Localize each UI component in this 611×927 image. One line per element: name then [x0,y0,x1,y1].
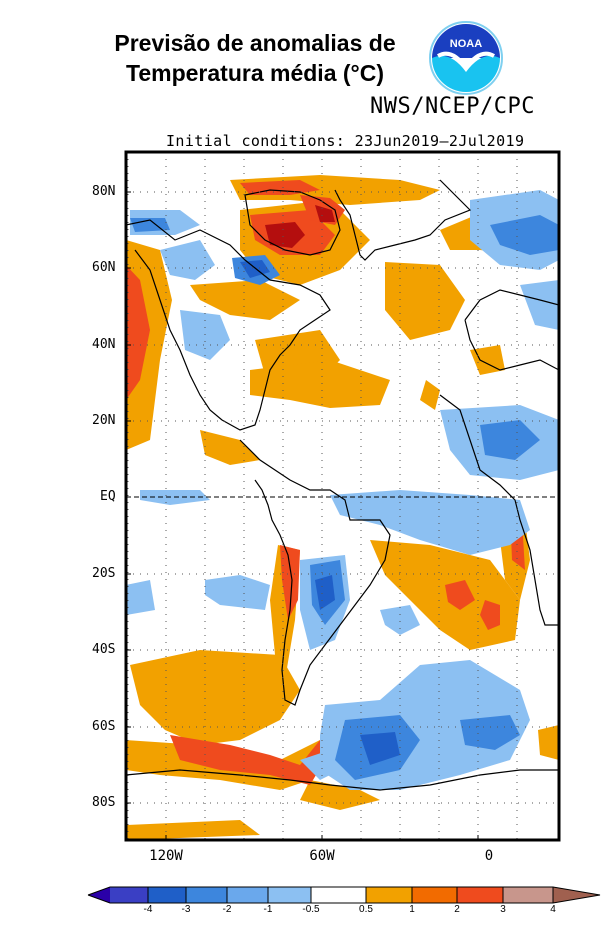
colorbar-label: 0.5 [359,904,373,915]
lat-label-20n: 20N [92,413,116,428]
colorbar-label: -4 [143,904,153,915]
lat-label-60s: 60S [92,719,116,734]
colorbar-label: -3 [181,904,191,915]
south-america-coast [239,439,391,706]
title-line-2: Temperatura média (°C) [126,60,384,86]
title-line-1: Previsão de anomalias de [114,30,396,56]
colorbar-high-arrow [553,887,600,903]
map-frame [124,150,561,842]
greenland-coast [334,179,472,261]
lat-label-eq: EQ [100,489,116,504]
coastlines [126,179,559,791]
agency-label: NWS/NCEP/CPC [370,94,535,119]
colorbar-label: 2 [454,904,460,915]
lat-label-20s: 20S [92,566,116,581]
colorbar-label: -0.5 [302,904,320,915]
lon-label-0: 0 [484,848,494,864]
north-america-coast [126,219,331,431]
colorbar-low-arrow [88,887,110,903]
graticule [126,152,559,840]
noaa-logo-icon: NOAA [429,21,503,95]
colorbar-label: -2 [222,904,232,915]
extreme-hot-regions [265,205,335,248]
map-title: Previsão de anomalias de Temperatura méd… [95,28,415,88]
colorbar-label: 4 [550,904,556,915]
noaa-logo-text: NOAA [450,38,482,50]
lat-label-60n: 60N [92,260,116,275]
colorbar-label: -1 [263,904,273,915]
lon-label-60w: 60W [309,848,335,864]
lat-label-40s: 40S [92,642,116,657]
antarctica-coast [126,769,559,791]
colorbar-label: 1 [409,904,415,915]
colorbar-label: 3 [500,904,506,915]
lat-label-80n: 80N [92,184,116,199]
colorbar [87,886,601,904]
lat-label-80s: 80S [92,795,116,810]
lat-label-40n: 40N [92,337,116,352]
initial-conditions-label: Initial conditions: 23Jun2019–2Jul2019 [166,132,525,150]
lon-label-120w: 120W [149,848,183,864]
